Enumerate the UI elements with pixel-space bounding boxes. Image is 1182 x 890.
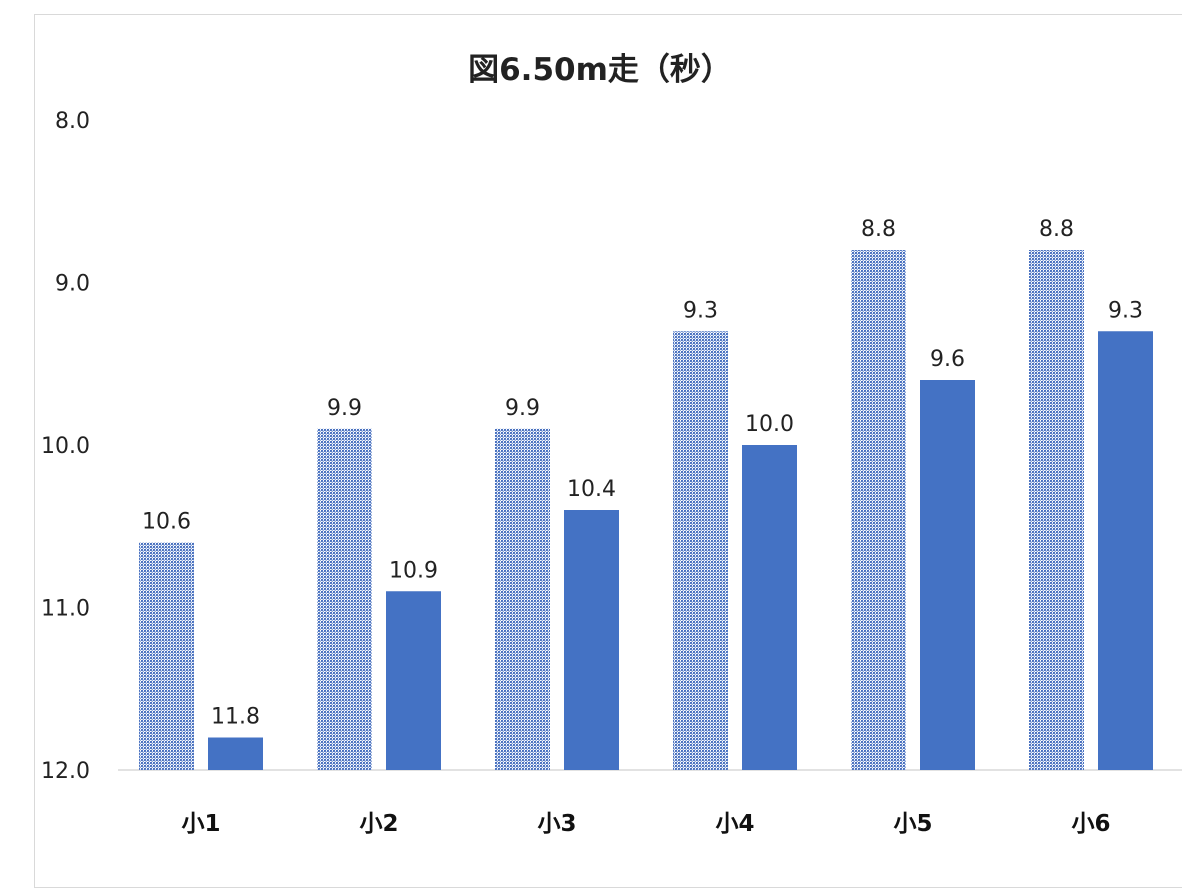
chart-title: 図6.50m走（秒） <box>468 52 732 88</box>
x-tick-label: 小5 <box>893 811 932 837</box>
x-axis: 小1 小2 小3 小4 小5 小6 <box>181 811 1110 837</box>
y-tick-label: 10.0 <box>41 434 90 459</box>
bar-dotted-6 <box>1029 250 1084 770</box>
data-label: 9.3 <box>1108 298 1143 323</box>
data-label: 10.0 <box>745 412 794 437</box>
y-tick-label: 12.0 <box>41 759 90 784</box>
data-label: 11.8 <box>211 705 260 730</box>
bar-dotted-2 <box>317 428 372 770</box>
y-tick-label: 11.0 <box>41 597 90 622</box>
bar-dotted-4 <box>673 331 728 770</box>
data-label: 10.9 <box>389 558 438 583</box>
bar-solid-6 <box>1098 331 1153 770</box>
bar-dotted-1 <box>139 542 194 770</box>
data-label: 9.6 <box>930 347 965 372</box>
bar-solid-5 <box>920 380 975 770</box>
data-label: 8.8 <box>861 217 896 242</box>
x-tick-label: 小2 <box>359 811 398 837</box>
y-tick-label: 9.0 <box>55 272 90 297</box>
y-axis: 8.0 9.0 10.0 11.0 12.0 <box>41 109 90 784</box>
x-tick-label: 小3 <box>537 811 576 837</box>
data-label: 8.8 <box>1039 217 1074 242</box>
data-label: 9.9 <box>327 396 362 421</box>
x-tick-label: 小6 <box>1071 811 1110 837</box>
x-tick-label: 小4 <box>715 811 754 837</box>
bar-solid-2 <box>386 591 441 770</box>
y-tick-label: 8.0 <box>55 109 90 134</box>
x-tick-label: 小1 <box>181 811 220 837</box>
bar-solid-3 <box>564 510 619 770</box>
data-label: 10.6 <box>142 510 191 535</box>
data-label: 9.3 <box>683 298 718 323</box>
bar-dotted-3 <box>495 428 550 770</box>
bar-solid-1 <box>208 737 263 770</box>
bar-solid-4 <box>742 445 797 770</box>
plot-area: 10.6 11.8 9.9 10.9 9.9 10.4 9.3 10.0 8.8 9.6 8.8 9.… <box>139 217 1153 770</box>
bar-dotted-5 <box>851 250 906 770</box>
data-label: 10.4 <box>567 477 616 502</box>
data-label: 9.9 <box>505 396 540 421</box>
